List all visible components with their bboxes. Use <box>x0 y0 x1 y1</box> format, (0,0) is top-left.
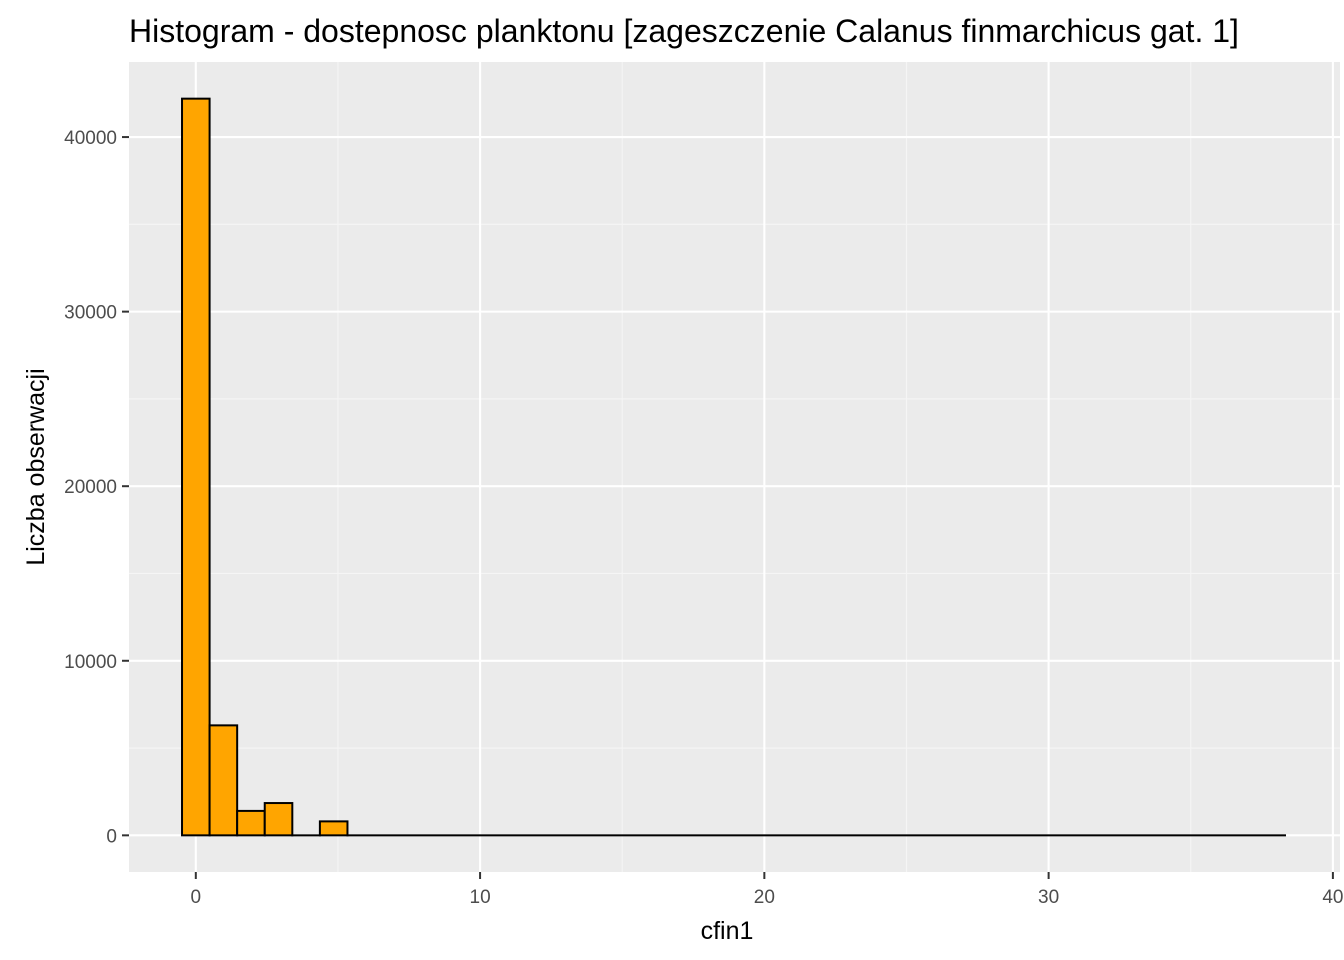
y-tick-label: 40000 <box>64 128 117 149</box>
chart-title: Histogram - dostepnosc planktonu [zagesz… <box>129 13 1239 49</box>
y-axis-ticks: 0 10000 20000 30000 40000 <box>64 128 129 847</box>
histogram-bar <box>263 802 294 837</box>
histogram-bar <box>318 820 349 837</box>
y-tick-label: 30000 <box>64 303 117 324</box>
x-tick-label: 30 <box>1038 887 1059 908</box>
x-axis-title: cfin1 <box>701 917 754 945</box>
y-axis-title: Liczba obserwacji <box>22 368 50 565</box>
histogram-bar <box>181 97 211 837</box>
x-tick-label: 0 <box>191 887 202 908</box>
x-axis-ticks: 0 10 20 30 40 <box>191 872 1343 908</box>
histogram-bar <box>208 724 239 837</box>
y-tick-label: 20000 <box>64 477 117 498</box>
x-tick-label: 10 <box>470 887 491 908</box>
x-tick-label: 40 <box>1322 887 1343 908</box>
plot-panel <box>129 62 1340 872</box>
histogram-bar <box>236 809 266 837</box>
x-tick-label: 20 <box>754 887 775 908</box>
minor-grid <box>129 62 1340 872</box>
histogram-bars <box>181 97 1286 837</box>
y-tick-label: 0 <box>106 826 117 847</box>
y-tick-label: 10000 <box>64 652 117 673</box>
